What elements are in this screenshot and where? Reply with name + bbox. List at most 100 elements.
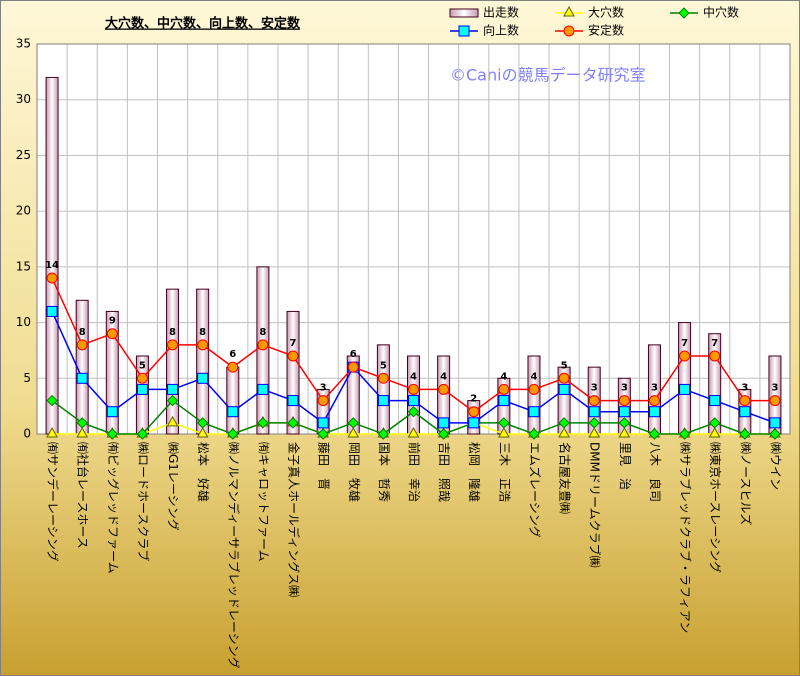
y-tick-label: 15 bbox=[16, 259, 31, 273]
marker bbox=[167, 339, 179, 351]
marker bbox=[679, 383, 691, 395]
x-tick-label: 岡田 牧雄 bbox=[347, 442, 362, 502]
marker bbox=[678, 428, 691, 440]
data-label: 4 bbox=[530, 371, 537, 382]
bar bbox=[527, 355, 541, 435]
x-tick-label: ㈱ノルマンディーサラブレッドレーシング bbox=[226, 442, 241, 669]
data-label: 7 bbox=[290, 338, 297, 349]
data-label: 3 bbox=[591, 383, 598, 394]
bar bbox=[256, 266, 270, 435]
data-label: 4 bbox=[410, 371, 417, 382]
x-tick-label: 国本 哲秀 bbox=[377, 442, 391, 502]
data-label: 8 bbox=[199, 327, 206, 338]
x-tick-label: DMMドリームクラブ㈱ bbox=[588, 442, 603, 568]
marker bbox=[377, 372, 389, 384]
x-tick-label: 吉田 照哉 bbox=[437, 442, 452, 502]
marker bbox=[166, 415, 179, 427]
marker bbox=[588, 406, 600, 418]
legend-marker bbox=[563, 5, 575, 17]
marker bbox=[468, 417, 480, 429]
marker bbox=[317, 417, 329, 429]
x-tick-label: 名古屋友豊㈱ bbox=[558, 442, 573, 514]
marker bbox=[227, 428, 239, 440]
y-tick-label: 10 bbox=[16, 315, 31, 329]
marker bbox=[377, 395, 389, 407]
x-tick-label: 八木 良司 bbox=[648, 442, 663, 502]
marker bbox=[648, 395, 660, 407]
marker bbox=[76, 426, 89, 438]
data-label: 7 bbox=[711, 338, 718, 349]
marker bbox=[528, 428, 540, 440]
marker bbox=[347, 417, 359, 429]
x-tick-label: 松岡 隆雄 bbox=[467, 442, 482, 502]
data-label: 3 bbox=[651, 383, 658, 394]
marker bbox=[106, 406, 118, 418]
marker bbox=[197, 372, 209, 384]
marker bbox=[528, 383, 540, 395]
marker bbox=[769, 417, 781, 429]
marker bbox=[709, 395, 721, 407]
marker bbox=[347, 426, 360, 438]
data-label: 2 bbox=[470, 394, 477, 405]
data-label: 3 bbox=[320, 383, 327, 394]
x-tick-label: エムズレーシング bbox=[527, 442, 542, 538]
legend-label: 向上数 bbox=[483, 23, 519, 38]
data-label: 9 bbox=[109, 316, 116, 327]
marker bbox=[227, 406, 239, 418]
marker bbox=[558, 417, 570, 429]
marker bbox=[588, 426, 601, 438]
x-tick-label: ㈱ウイン bbox=[768, 442, 782, 490]
marker bbox=[197, 339, 209, 351]
data-label: 4 bbox=[440, 371, 447, 382]
x-tick-label: 三木 正浩 bbox=[497, 442, 511, 502]
y-tick-label: 35 bbox=[16, 37, 31, 51]
marker bbox=[317, 428, 329, 440]
legend-swatch bbox=[449, 8, 479, 18]
y-tick-label: 20 bbox=[16, 204, 31, 218]
watermark: ©Caniの競馬データ研究室 bbox=[450, 66, 646, 85]
marker bbox=[739, 395, 751, 407]
x-tick-label: ㈱ノースヒルズ bbox=[738, 442, 753, 525]
data-label: 6 bbox=[350, 349, 357, 360]
x-tick-label: ㈱東京ホースレーシング bbox=[708, 442, 722, 573]
y-tick-label: 25 bbox=[16, 148, 31, 162]
legend-label: 安定数 bbox=[588, 23, 624, 38]
marker bbox=[679, 350, 691, 362]
y-tick-label: 5 bbox=[23, 371, 31, 385]
marker bbox=[407, 406, 420, 418]
x-tick-label: ㈲キャロットファーム bbox=[256, 442, 270, 562]
data-label: 3 bbox=[741, 383, 748, 394]
marker bbox=[618, 426, 631, 438]
marker bbox=[708, 417, 721, 429]
marker bbox=[618, 417, 631, 429]
marker bbox=[287, 417, 299, 429]
marker bbox=[408, 395, 419, 407]
marker bbox=[769, 428, 781, 440]
marker bbox=[377, 428, 390, 440]
marker bbox=[106, 328, 118, 340]
marker bbox=[588, 417, 600, 429]
marker bbox=[468, 406, 480, 418]
x-tick-label: ㈲サンデーレーシング bbox=[46, 442, 61, 562]
marker bbox=[739, 428, 751, 440]
data-label: 8 bbox=[259, 327, 266, 338]
y-tick-label: 0 bbox=[23, 427, 31, 441]
data-label: 3 bbox=[771, 383, 778, 394]
data-label: 5 bbox=[139, 360, 146, 371]
marker bbox=[76, 339, 88, 351]
marker bbox=[167, 383, 179, 395]
data-label: 5 bbox=[561, 360, 568, 371]
marker bbox=[498, 426, 510, 438]
marker bbox=[739, 406, 751, 418]
marker bbox=[46, 394, 58, 407]
marker bbox=[558, 372, 570, 384]
x-tick-label: 松本 好雄 bbox=[196, 442, 211, 502]
marker bbox=[438, 417, 450, 429]
marker bbox=[166, 394, 179, 407]
marker bbox=[76, 417, 88, 429]
marker bbox=[106, 428, 119, 440]
x-tick-label: ㈱G1レーシング bbox=[166, 442, 180, 531]
data-label: 6 bbox=[229, 349, 236, 360]
bar bbox=[286, 310, 300, 435]
